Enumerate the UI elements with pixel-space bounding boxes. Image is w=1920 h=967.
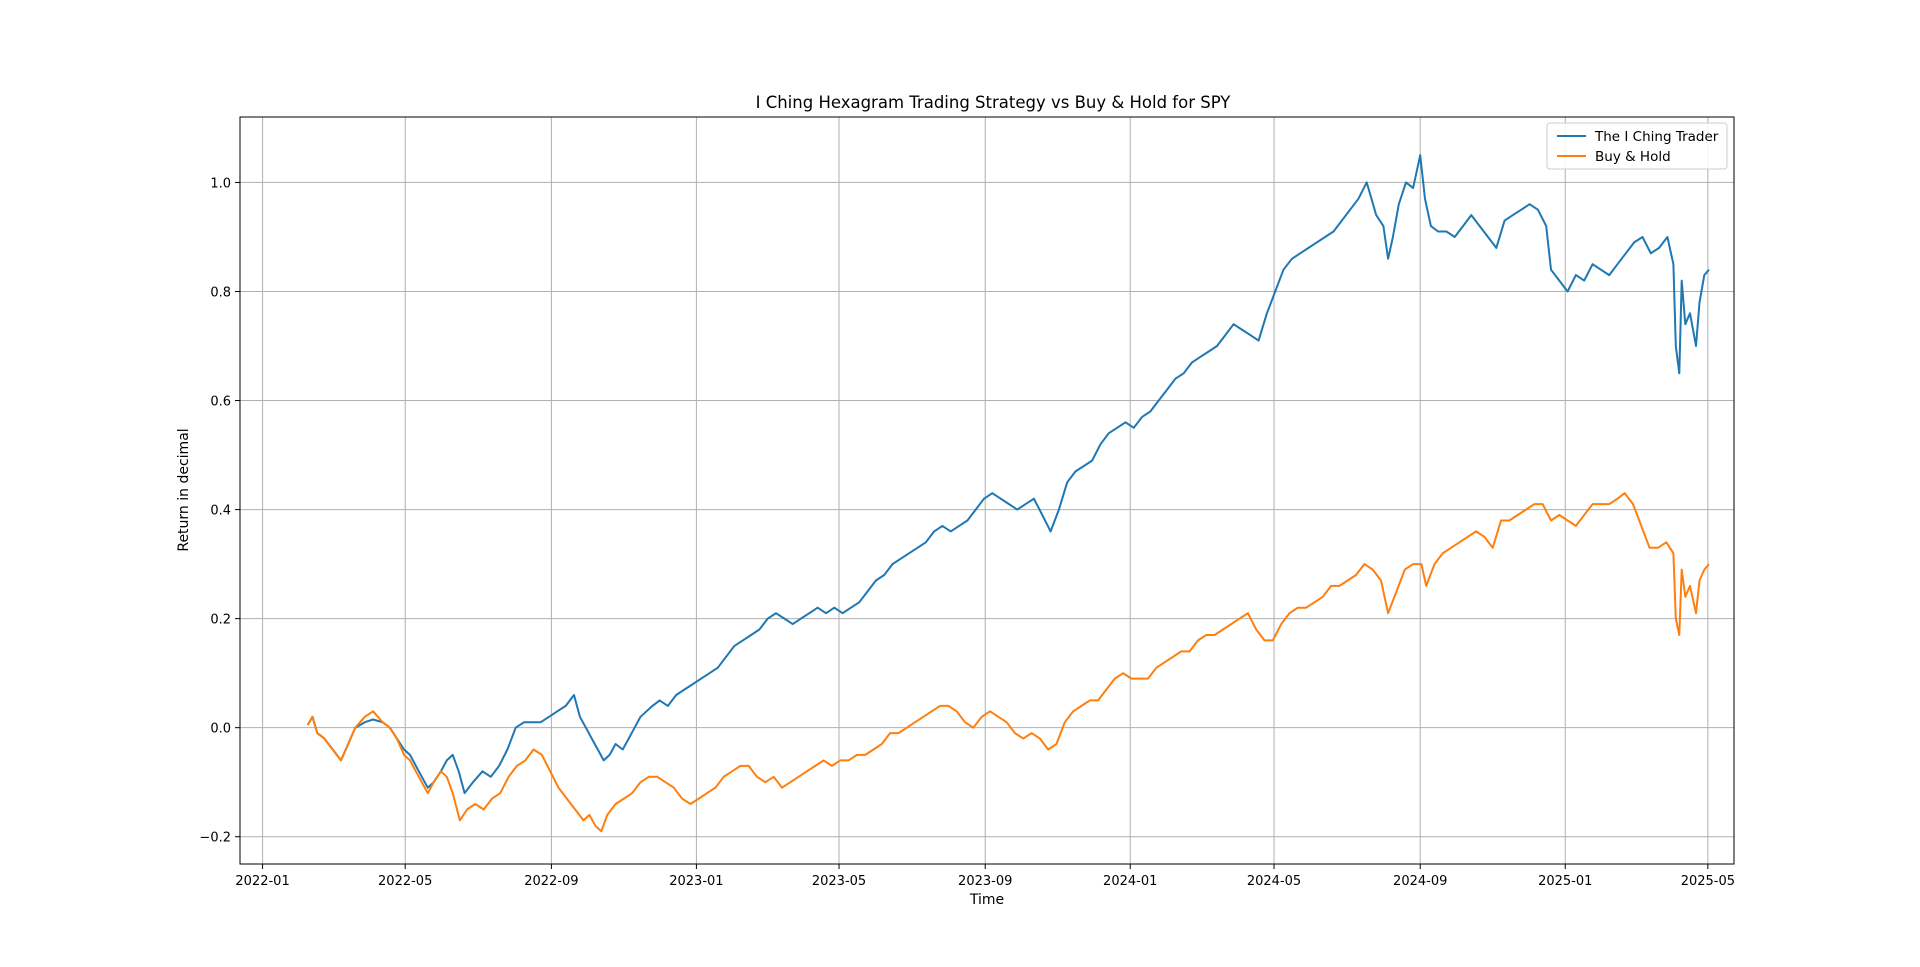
x-axis-label: Time (969, 892, 1004, 908)
series-layer (306, 154, 1710, 833)
x-tick-label: 2024-01 (1103, 874, 1157, 889)
y-tick-label: 0.6 (210, 395, 231, 410)
x-tick-label: 2025-01 (1538, 874, 1592, 889)
y-tick-label: 0.2 (210, 613, 231, 628)
x-tick-label: 2022-09 (524, 874, 578, 889)
series-line-buy-hold (306, 492, 1710, 833)
legend-box (1546, 122, 1728, 170)
x-tick-label: 2024-05 (1247, 874, 1301, 889)
x-tick-label: 2023-01 (669, 874, 723, 889)
x-tick-label: 2022-01 (235, 874, 289, 889)
x-axis-ticks: 2022-01 2022-05 2022-09 2023-01 2023-05 2023-… (235, 864, 1735, 889)
y-axis-label: Return in decimal (176, 428, 192, 551)
y-tick-label: 0.8 (210, 285, 231, 300)
chart-title: I Ching Hexagram Trading Strategy vs Buy… (756, 93, 1232, 112)
x-tick-label: 2022-05 (378, 874, 432, 889)
legend-label-buy-hold: Buy & Hold (1595, 149, 1671, 165)
y-tick-label: 0.0 (210, 722, 231, 737)
x-tick-label: 2025-05 (1681, 874, 1735, 889)
x-tick-label: 2023-09 (958, 874, 1012, 889)
x-tick-label: 2023-05 (812, 874, 866, 889)
y-tick-label: −0.2 (199, 831, 231, 846)
series-line-i-ching-trader (306, 154, 1710, 795)
y-axis-ticks: −0.2 0.0 0.2 0.4 0.6 0.8 1.0 (199, 176, 240, 846)
plot-frame (239, 116, 1735, 865)
legend-label-i-ching-trader: The I Ching Trader (1594, 129, 1719, 145)
legend: The I Ching Trader Buy & Hold (1546, 122, 1728, 170)
x-tick-label: 2024-09 (1393, 874, 1447, 889)
grid (240, 117, 1734, 864)
y-tick-label: 1.0 (210, 176, 231, 191)
y-tick-label: 0.4 (210, 504, 231, 519)
